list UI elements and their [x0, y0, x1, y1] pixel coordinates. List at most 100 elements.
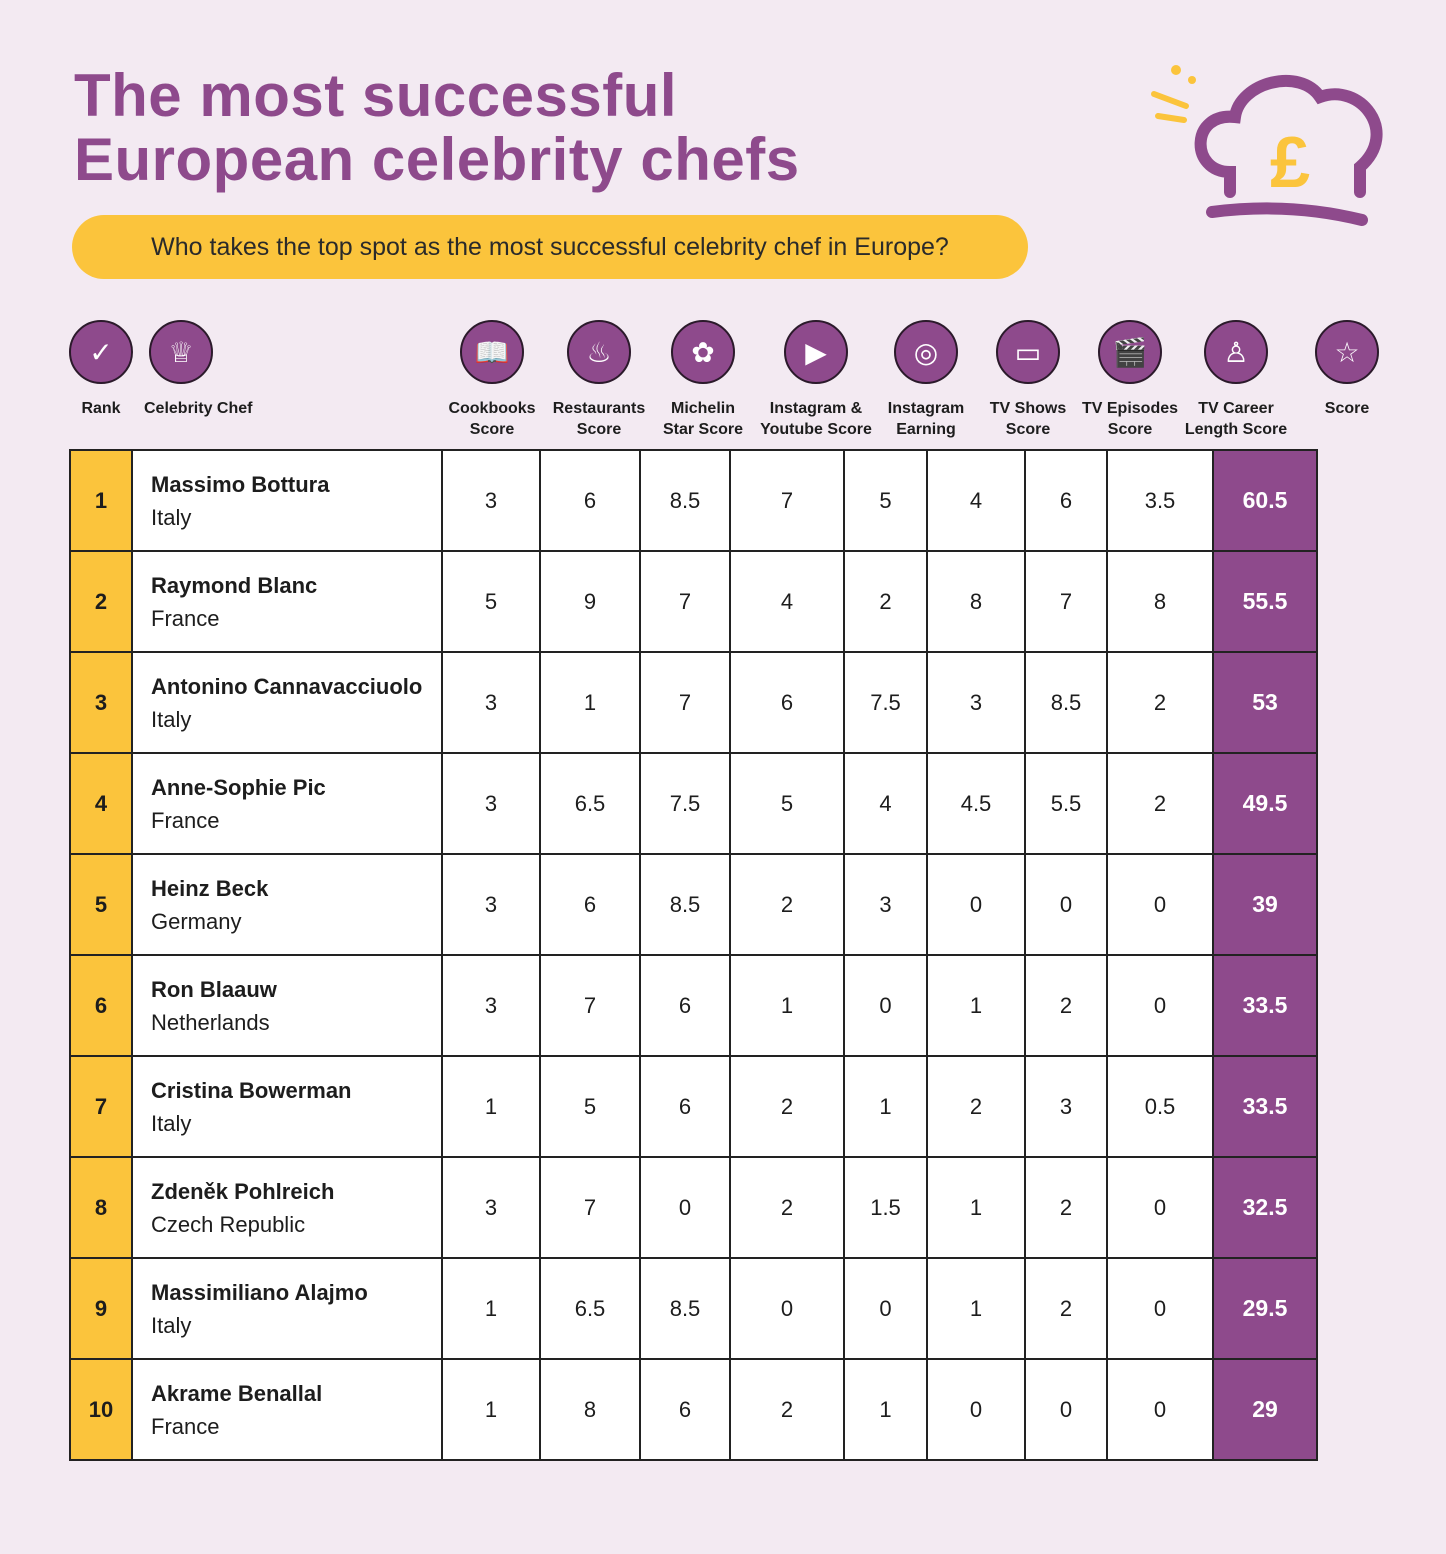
score-cell: 1 — [539, 651, 641, 754]
chef-cell: Massimiliano Alajmo Italy — [131, 1257, 443, 1360]
score-cell: 2 — [729, 1055, 845, 1158]
total-score-cell: 29 — [1212, 1358, 1318, 1461]
score-cell: 0 — [1106, 1156, 1214, 1259]
chef-country: France — [151, 807, 220, 833]
chef-country: Italy — [151, 504, 192, 530]
column-header: ✓ Rank — [66, 320, 136, 419]
rank-cell: 2 — [69, 550, 133, 653]
score-cell: 2 — [1024, 1156, 1108, 1259]
subtitle: Who takes the top spot as the most succe… — [151, 232, 949, 261]
rank-cell: 6 — [69, 954, 133, 1057]
table-row: 7 Cristina Bowerman Italy 1 5 6 2 1 2 3 0.5 33.5 — [69, 1055, 1318, 1158]
score-cell: 1 — [441, 1358, 541, 1461]
score-cell: 6 — [639, 1358, 731, 1461]
subtitle-banner: Who takes the top spot as the most succe… — [72, 215, 1028, 279]
chef-country: France — [151, 605, 220, 631]
column-header: ▶ Instagram & Youtube Score — [754, 320, 879, 440]
score-cell: 1 — [926, 954, 1026, 1057]
score-cell: 0 — [926, 853, 1026, 956]
score-cell: 1 — [441, 1055, 541, 1158]
score-cell: 3 — [441, 651, 541, 754]
chef-cell: Raymond Blanc France — [131, 550, 443, 653]
chef-country: Italy — [151, 1110, 192, 1136]
column-header: ☆ Score — [1297, 320, 1397, 419]
page-title: The most successful European celebrity c… — [74, 64, 800, 192]
chef-cell: Ron Blaauw Netherlands — [131, 954, 443, 1057]
check-icon: ✓ — [69, 320, 133, 384]
chef-cell: Antonino Cannavacciuolo Italy — [131, 651, 443, 754]
title-line-2: European celebrity chefs — [74, 126, 800, 193]
score-cell: 6 — [639, 954, 731, 1057]
score-cell: 8 — [926, 550, 1026, 653]
score-cell: 7 — [1024, 550, 1108, 653]
total-score-cell: 53 — [1212, 651, 1318, 754]
svg-text:£: £ — [1270, 123, 1310, 203]
score-cell: 7.5 — [639, 752, 731, 855]
score-cell: 0 — [843, 954, 928, 1057]
clapper-icon: 🎬 — [1098, 320, 1162, 384]
header-label-1: Instagram & — [769, 400, 863, 417]
score-cell: 6 — [729, 651, 845, 754]
header-label-2: Score — [1005, 421, 1051, 438]
table-row: 8 Zdeněk Pohlreich Czech Republic 3 7 0 2 1.5 1 2… — [69, 1156, 1318, 1259]
chef-name: Heinz Beck — [151, 875, 269, 901]
book-icon: 📖 — [460, 320, 524, 384]
header-label-2: Earning — [896, 421, 956, 438]
score-cell: 3 — [441, 853, 541, 956]
score-cell: 9 — [539, 550, 641, 653]
header-label-2: Star Score — [662, 421, 744, 438]
rank-cell: 1 — [69, 449, 133, 552]
score-cell: 0 — [639, 1156, 731, 1259]
score-cell: 8.5 — [1024, 651, 1108, 754]
score-cell: 8 — [1106, 550, 1214, 653]
score-cell: 3.5 — [1106, 449, 1214, 552]
score-cell: 3 — [843, 853, 928, 956]
score-cell: 3 — [441, 752, 541, 855]
star-icon: ☆ — [1315, 320, 1379, 384]
score-cell: 3 — [1024, 1055, 1108, 1158]
total-score-cell: 49.5 — [1212, 752, 1318, 855]
score-cell: 0 — [1024, 1358, 1108, 1461]
score-cell: 2 — [1106, 752, 1214, 855]
score-cell: 4 — [926, 449, 1026, 552]
header-label-2: Youtube Score — [760, 421, 872, 438]
score-cell: 1 — [843, 1055, 928, 1158]
score-cell: 7 — [639, 550, 731, 653]
score-cell: 0 — [1106, 954, 1214, 1057]
score-cell: 0 — [1106, 1358, 1214, 1461]
chef-name: Raymond Blanc — [151, 572, 318, 598]
rank-cell: 3 — [69, 651, 133, 754]
score-cell: 2 — [729, 1156, 845, 1259]
column-header: ▭ TV Shows Score — [978, 320, 1078, 440]
chef-name: Massimo Bottura — [151, 471, 330, 497]
column-header: ♨ Restaurants Score — [544, 320, 654, 440]
chef-name: Cristina Bowerman — [151, 1077, 352, 1103]
header-label-1: TV Episodes — [1081, 400, 1179, 417]
header-label-2: Score — [469, 421, 515, 438]
chef-name: Zdeněk Pohlreich — [151, 1178, 335, 1204]
score-cell: 7.5 — [843, 651, 928, 754]
chef-cell: Akrame Benallal France — [131, 1358, 443, 1461]
score-cell: 2 — [1024, 954, 1108, 1057]
score-cell: 3 — [441, 1156, 541, 1259]
chef-country: Netherlands — [151, 1009, 270, 1035]
score-cell: 4 — [843, 752, 928, 855]
rank-cell: 7 — [69, 1055, 133, 1158]
score-cell: 0 — [843, 1257, 928, 1360]
total-score-cell: 29.5 — [1212, 1257, 1318, 1360]
table-row: 5 Heinz Beck Germany 3 6 8.5 2 3 0 0 0 39 — [69, 853, 1318, 956]
score-cell: 8.5 — [639, 449, 731, 552]
chef-cell: Anne-Sophie Pic France — [131, 752, 443, 855]
column-header: 📖 Cookbooks Score — [442, 320, 542, 440]
score-cell: 7 — [539, 954, 641, 1057]
rank-cell: 9 — [69, 1257, 133, 1360]
score-cell: 5 — [843, 449, 928, 552]
chef-name: Anne-Sophie Pic — [151, 774, 326, 800]
column-header: ✿ Michelin Star Score — [653, 320, 753, 440]
total-score-cell: 39 — [1212, 853, 1318, 956]
score-cell: 2 — [729, 1358, 845, 1461]
score-cell: 2 — [843, 550, 928, 653]
header-label-1: Restaurants — [552, 400, 646, 417]
score-cell: 6.5 — [539, 1257, 641, 1360]
score-cell: 0 — [1106, 853, 1214, 956]
